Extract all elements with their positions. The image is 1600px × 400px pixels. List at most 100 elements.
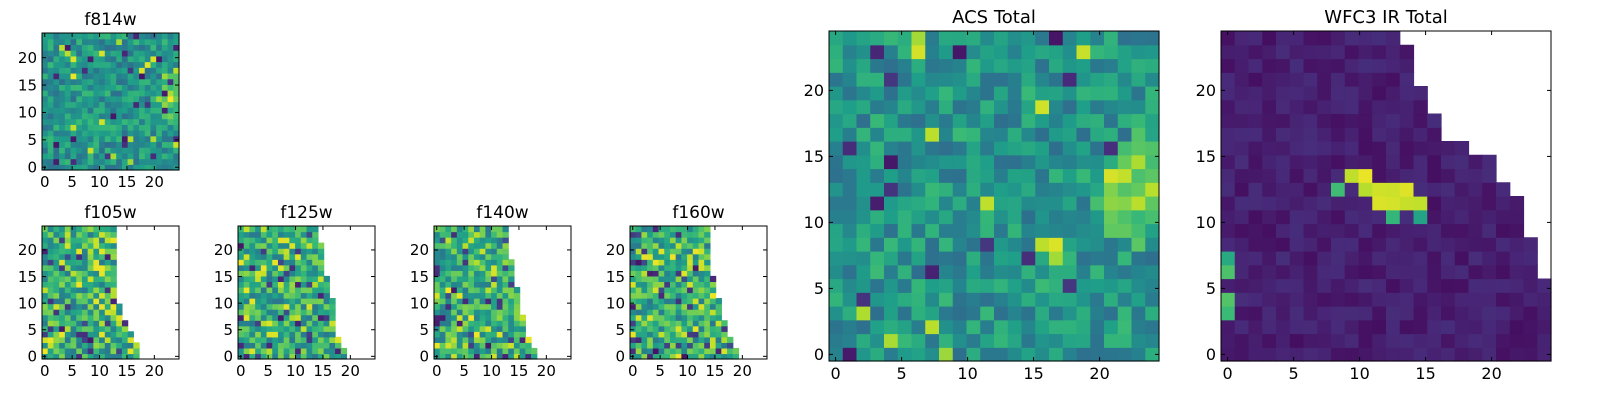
heatmap-cell: [139, 101, 146, 108]
heatmap-cell: [1248, 141, 1263, 156]
heatmap-cell: [635, 264, 643, 271]
y-tick-label: 15: [18, 76, 37, 94]
heatmap-cell: [93, 275, 100, 283]
heatmap-cell: [99, 72, 106, 80]
heatmap-cell: [1262, 31, 1277, 46]
heatmap-cell: [70, 67, 77, 74]
heatmap-cell: [952, 278, 968, 293]
heatmap-cell: [842, 278, 858, 293]
heatmap-cell: [295, 264, 302, 271]
heatmap-cell: [1145, 306, 1160, 321]
heatmap-cell: [1303, 237, 1318, 252]
heatmap-cell: [939, 264, 954, 280]
heatmap-cell: [451, 253, 458, 260]
panel-title: f125w: [280, 203, 332, 223]
heatmap-cell: [952, 113, 968, 128]
heatmap-cell: [150, 67, 157, 74]
heatmap-cell: [150, 72, 157, 80]
heatmap-cell: [300, 248, 308, 255]
heatmap-cell: [1035, 168, 1050, 183]
heatmap-cell: [283, 314, 290, 321]
heatmap-cell: [323, 281, 330, 288]
heatmap-cell: [1221, 237, 1236, 252]
heatmap-cell: [99, 124, 106, 131]
heatmap-cell: [496, 259, 504, 266]
heatmap-cell: [1035, 319, 1050, 335]
heatmap-cell: [53, 237, 60, 244]
heatmap-cell: [1427, 237, 1442, 252]
heatmap-cell: [99, 281, 106, 288]
heatmap-cell: [911, 72, 926, 87]
heatmap-cell: [312, 281, 319, 288]
panel-title: f814w: [84, 10, 136, 30]
heatmap-cell: [99, 67, 106, 74]
heatmap-cell: [1509, 251, 1525, 266]
heatmap-cell: [1090, 182, 1105, 197]
heatmap-cell: [1221, 264, 1236, 280]
y-tick-label: 5: [27, 131, 37, 149]
heatmap-cell: [980, 154, 995, 170]
heatmap-cell: [121, 325, 129, 332]
heatmap-cell: [675, 298, 682, 305]
heatmap-cell: [277, 325, 285, 332]
heatmap-cell: [1104, 196, 1119, 211]
heatmap-cell: [897, 127, 913, 142]
heatmap-cell: [42, 275, 49, 283]
heatmap-cell: [445, 253, 452, 260]
heatmap-cell: [317, 336, 325, 343]
heatmap-cell: [144, 33, 152, 40]
heatmap-cell: [732, 347, 740, 355]
heatmap-cell: [295, 281, 302, 288]
heatmap-cell: [87, 314, 94, 321]
heatmap-cell: [829, 182, 844, 197]
heatmap-cell: [1248, 113, 1263, 128]
heatmap-cell: [1358, 141, 1373, 156]
heatmap-cell: [994, 154, 1009, 170]
heatmap-cell: [42, 298, 49, 305]
heatmap-cell: [1262, 264, 1277, 280]
heatmap-cell: [317, 264, 325, 271]
heatmap-cell: [939, 113, 954, 128]
heatmap-cell: [156, 55, 163, 63]
heatmap-cell: [1145, 141, 1160, 156]
heatmap-cell: [87, 303, 94, 310]
heatmap-cell: [300, 336, 308, 343]
heatmap-cell: [1104, 319, 1119, 335]
heatmap-cell: [156, 61, 163, 68]
heatmap-cell: [260, 264, 268, 271]
heatmap-cell: [167, 158, 174, 165]
heatmap-cell: [47, 95, 55, 103]
heatmap-cell: [698, 353, 705, 360]
heatmap-cell: [323, 336, 330, 343]
heatmap-cell: [1331, 237, 1346, 252]
x-tick-label: 0: [628, 362, 638, 380]
heatmap-cell: [1344, 223, 1360, 238]
x-tick-label: 15: [509, 362, 528, 380]
heatmap-cell: [99, 347, 106, 355]
heatmap-cell: [255, 259, 262, 266]
heatmap-cell: [445, 325, 452, 332]
heatmap-cell: [952, 306, 968, 321]
heatmap-cell: [81, 275, 89, 283]
heatmap-cell: [829, 223, 844, 238]
heatmap-cell: [473, 231, 481, 238]
heatmap-cell: [1289, 264, 1305, 280]
heatmap-cell: [641, 281, 648, 288]
heatmap-cell: [842, 209, 858, 225]
heatmap-cell: [110, 152, 117, 160]
heatmap-cell: [1049, 209, 1064, 225]
heatmap-cell: [1427, 251, 1442, 266]
heatmap-cell: [1090, 72, 1105, 87]
heatmap-cell: [630, 309, 637, 316]
heatmap-cell: [1062, 44, 1078, 60]
heatmap-cell: [1117, 278, 1133, 293]
heatmap-cell: [1104, 278, 1119, 293]
heatmap-cell: [1331, 251, 1346, 266]
heatmap-cell: [1248, 99, 1263, 115]
heatmap-cell: [121, 353, 129, 360]
heatmap-cell: [110, 226, 117, 233]
heatmap-cell: [173, 44, 180, 51]
heatmap-cell: [669, 342, 677, 349]
heatmap-cell: [439, 342, 447, 349]
heatmap-cell: [272, 320, 279, 327]
